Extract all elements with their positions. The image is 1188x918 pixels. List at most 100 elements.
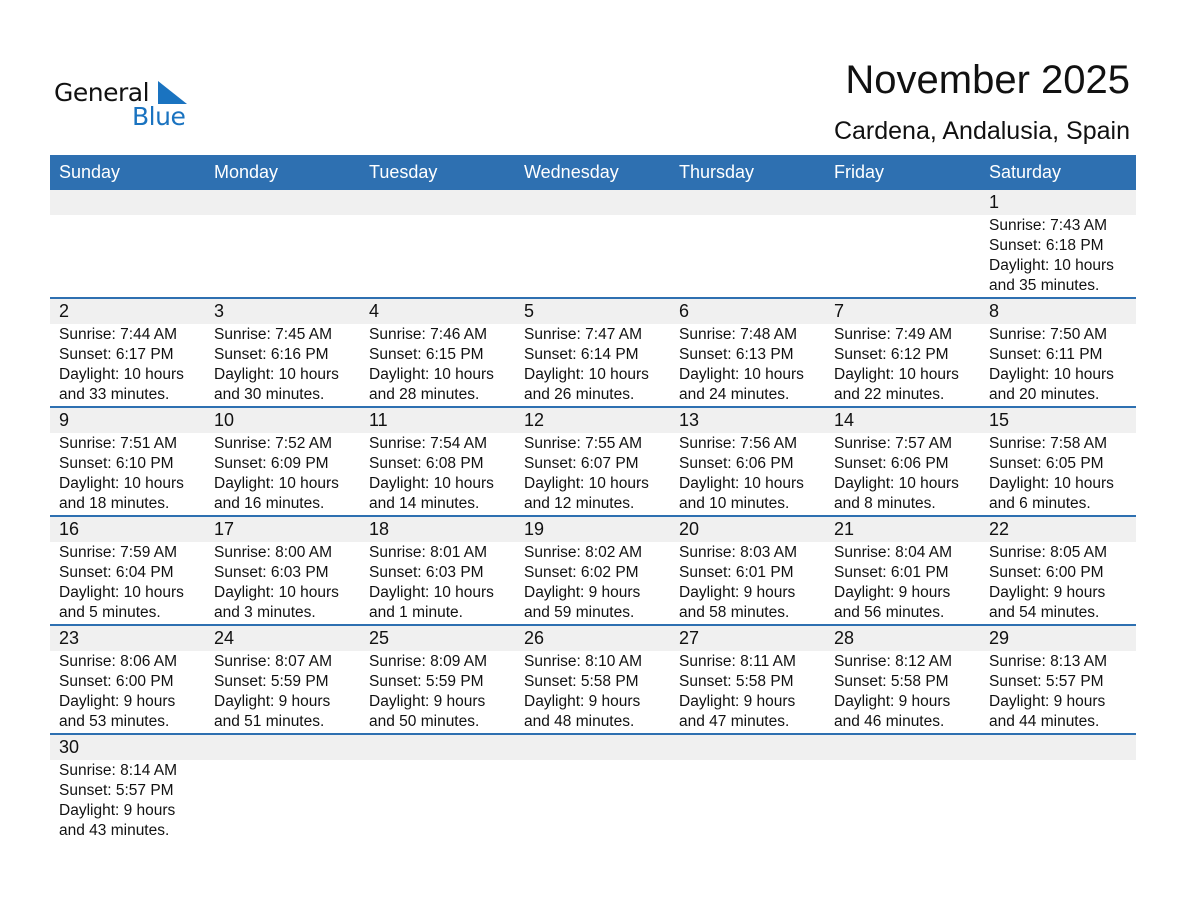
- daylight2-text: and 33 minutes.: [59, 386, 170, 403]
- daylight1-text: Daylight: 10 hours: [214, 475, 339, 492]
- date-strip: 16 17 18 19 20 21 22: [50, 517, 1136, 542]
- day-cell: Sunrise: 7:56 AM Sunset: 6:06 PM Daylight:…: [670, 433, 825, 515]
- daylight2-text: and 47 minutes.: [679, 713, 790, 730]
- sunrise-text: Sunrise: 7:55 AM: [524, 435, 643, 452]
- sunset-text: Sunset: 6:05 PM: [989, 455, 1104, 472]
- daylight2-text: and 20 minutes.: [989, 386, 1100, 403]
- sunset-text: Sunset: 6:09 PM: [214, 455, 329, 472]
- date-strip: 2 3 4 5 6 7 8: [50, 299, 1136, 324]
- day-number: 4: [369, 301, 380, 321]
- sunrise-text: Sunrise: 7:58 AM: [989, 435, 1108, 452]
- daylight1-text: Daylight: 10 hours: [214, 366, 339, 383]
- daylight1-text: Daylight: 10 hours: [369, 475, 494, 492]
- daylight2-text: and 46 minutes.: [834, 713, 945, 730]
- date-strip: 9 10 11 12 13 14 15: [50, 408, 1136, 433]
- daylight1-text: Daylight: 10 hours: [214, 584, 339, 601]
- sunset-text: Sunset: 6:17 PM: [59, 346, 174, 363]
- day-number: 22: [989, 519, 1010, 539]
- date-strip: 1: [50, 190, 1136, 215]
- sunrise-text: Sunrise: 7:44 AM: [59, 326, 178, 343]
- daylight2-text: and 59 minutes.: [524, 604, 635, 621]
- daylight2-text: and 56 minutes.: [834, 604, 945, 621]
- sunset-text: Sunset: 6:08 PM: [369, 455, 484, 472]
- day-number: 15: [989, 410, 1010, 430]
- sunrise-text: Sunrise: 7:43 AM: [989, 217, 1108, 234]
- sunset-text: Sunset: 6:03 PM: [214, 564, 329, 581]
- week-row: 1 Sunrise: 7:43 AM Sunset: 6:18 PM Daylight…: [50, 190, 1136, 299]
- daylight1-text: Daylight: 9 hours: [679, 693, 796, 710]
- daylight1-text: Daylight: 10 hours: [59, 475, 184, 492]
- sunrise-text: Sunrise: 8:11 AM: [679, 653, 796, 670]
- daylight2-text: and 1 minute.: [369, 604, 463, 621]
- daylight2-text: and 10 minutes.: [679, 495, 790, 512]
- day-number: [670, 735, 825, 760]
- daylight2-text: and 16 minutes.: [214, 495, 325, 512]
- weekday-header: Sunday Monday Tuesday Wednesday Thursday Frid…: [50, 155, 1136, 190]
- location-subtitle: Cardena, Andalusia, Spain: [833, 117, 1130, 145]
- logo-word-general: General: [54, 78, 150, 107]
- day-cell: Sunrise: 8:11 AM Sunset: 5:58 PM Daylight:…: [670, 651, 825, 733]
- daylight1-text: Daylight: 9 hours: [59, 802, 176, 819]
- day-number: 18: [369, 519, 390, 539]
- sunset-text: Sunset: 5:59 PM: [369, 673, 484, 690]
- day-number: 1: [989, 192, 1000, 212]
- daylight2-text: and 26 minutes.: [524, 386, 635, 403]
- day-cell: [825, 760, 980, 842]
- day-number: [980, 735, 1135, 760]
- day-number: 9: [59, 410, 70, 430]
- day-number: 20: [679, 519, 700, 539]
- daylight1-text: Daylight: 9 hours: [524, 584, 641, 601]
- day-cell: Sunrise: 7:45 AM Sunset: 6:16 PM Daylight:…: [205, 324, 360, 406]
- day-number: 8: [989, 301, 1000, 321]
- day-number: 16: [59, 519, 80, 539]
- day-cell: Sunrise: 7:58 AM Sunset: 6:05 PM Daylight:…: [980, 433, 1135, 515]
- sunset-text: Sunset: 5:59 PM: [214, 673, 329, 690]
- calendar-grid: Sunday Monday Tuesday Wednesday Thursday Frid…: [50, 155, 1136, 842]
- day-cell: [50, 215, 205, 297]
- weekday-wednesday: Wednesday: [524, 162, 619, 182]
- day-number: [50, 190, 205, 215]
- sunset-text: Sunset: 6:00 PM: [59, 673, 174, 690]
- week-row: 30 Sunrise: 8:14 AM Sunset: 5:57 PM Dayligh…: [50, 735, 1136, 842]
- sunset-text: Sunset: 5:57 PM: [989, 673, 1104, 690]
- daylight1-text: Daylight: 10 hours: [524, 475, 649, 492]
- sunset-text: Sunset: 6:15 PM: [369, 346, 484, 363]
- daylight1-text: Daylight: 9 hours: [679, 584, 796, 601]
- daylight2-text: and 53 minutes.: [59, 713, 170, 730]
- sunrise-text: Sunrise: 7:56 AM: [679, 435, 798, 452]
- sunrise-text: Sunrise: 8:04 AM: [834, 544, 953, 561]
- daylight1-text: Daylight: 10 hours: [679, 366, 804, 383]
- daylight1-text: Daylight: 10 hours: [834, 475, 959, 492]
- sunrise-text: Sunrise: 8:02 AM: [524, 544, 643, 561]
- sunrise-text: Sunrise: 7:45 AM: [214, 326, 333, 343]
- daylight2-text: and 6 minutes.: [989, 495, 1091, 512]
- day-cell: Sunrise: 7:49 AM Sunset: 6:12 PM Daylight:…: [825, 324, 980, 406]
- day-cell: Sunrise: 7:44 AM Sunset: 6:17 PM Daylight:…: [50, 324, 205, 406]
- daylight1-text: Daylight: 10 hours: [59, 584, 184, 601]
- day-number: [825, 735, 980, 760]
- logo-triangle-icon: [158, 81, 187, 104]
- sunrise-text: Sunrise: 7:50 AM: [989, 326, 1108, 343]
- daylight2-text: and 18 minutes.: [59, 495, 170, 512]
- weekday-monday: Monday: [214, 162, 279, 182]
- day-cell: Sunrise: 7:47 AM Sunset: 6:14 PM Daylight:…: [515, 324, 670, 406]
- day-number: [360, 190, 515, 215]
- day-number: 21: [834, 519, 855, 539]
- daylight2-text: and 12 minutes.: [524, 495, 635, 512]
- daylight2-text: and 51 minutes.: [214, 713, 325, 730]
- sunrise-text: Sunrise: 8:05 AM: [989, 544, 1108, 561]
- day-cell: Sunrise: 7:55 AM Sunset: 6:07 PM Daylight:…: [515, 433, 670, 515]
- sunset-text: Sunset: 6:12 PM: [834, 346, 949, 363]
- week-row: 2 3 4 5 6 7 8 Sunrise: 7:44 AM Sunset: 6:17 PM Da…: [50, 299, 1136, 408]
- weekday-thursday: Thursday: [679, 162, 755, 182]
- sunrise-text: Sunrise: 8:10 AM: [524, 653, 643, 670]
- day-cell: Sunrise: 8:02 AM Sunset: 6:02 PM Daylight:…: [515, 542, 670, 624]
- daylight1-text: Daylight: 9 hours: [369, 693, 486, 710]
- day-number: 13: [679, 410, 700, 430]
- daylight2-text: and 44 minutes.: [989, 713, 1100, 730]
- sunrise-text: Sunrise: 8:03 AM: [679, 544, 798, 561]
- daylight1-text: Daylight: 10 hours: [989, 257, 1114, 274]
- sunset-text: Sunset: 6:01 PM: [834, 564, 949, 581]
- daylight2-text: and 28 minutes.: [369, 386, 480, 403]
